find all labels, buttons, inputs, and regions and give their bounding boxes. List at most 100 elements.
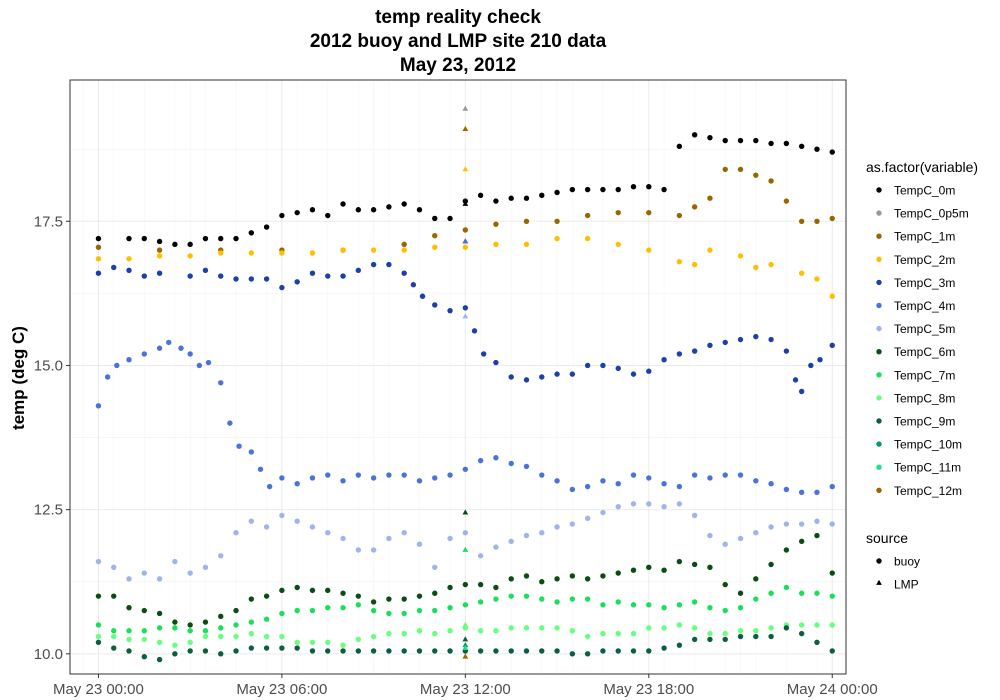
point-buoy-TempC_4m: [493, 455, 499, 461]
point-buoy-TempC_8m: [187, 639, 193, 645]
point-buoy-TempC_9m: [401, 648, 407, 654]
point-buoy-TempC_4m: [257, 466, 264, 472]
point-buoy-TempC_2m: [829, 293, 835, 299]
point-buoy-TempC_4m: [279, 475, 285, 481]
y-tick-label: 15.0: [34, 357, 63, 374]
point-buoy-TempC_5m: [202, 564, 209, 571]
point-buoy-TempC_9m: [95, 639, 102, 645]
point-buoy-TempC_7m: [294, 607, 300, 614]
point-buoy-TempC_6m: [370, 599, 377, 605]
point-buoy-TempC_7m: [432, 607, 438, 614]
point-buoy-TempC_8m: [248, 630, 255, 637]
point-buoy-TempC_7m: [370, 607, 377, 614]
point-buoy-TempC_1m: [829, 215, 835, 222]
point-buoy-TempC_5m: [508, 538, 514, 545]
point-buoy-TempC_2m: [95, 256, 102, 262]
point-buoy-TempC_2m: [814, 276, 820, 282]
point-buoy-TempC_8m: [447, 628, 453, 634]
legend-label-TempC_2m: TempC_2m: [894, 253, 955, 267]
point-buoy-TempC_4m: [691, 472, 698, 478]
point-buoy-TempC_4m: [630, 472, 637, 478]
point-buoy-TempC_0m: [737, 137, 744, 144]
point-buoy-TempC_9m: [279, 645, 285, 651]
point-buoy-TempC_5m: [737, 535, 744, 542]
point-buoy-TempC_6m: [554, 576, 560, 582]
point-buoy-TempC_6m: [432, 590, 438, 596]
point-buoy-TempC_9m: [432, 648, 438, 654]
point-buoy-TempC_9m: [554, 648, 560, 654]
legend-label-TempC_0m: TempC_0m: [894, 184, 955, 198]
legend-key-TempC_0m: [876, 187, 882, 193]
point-buoy-TempC_2m: [279, 250, 285, 256]
point-buoy-TempC_4m: [646, 475, 652, 481]
point-buoy-TempC_8m: [340, 642, 346, 648]
point-buoy-TempC_8m: [126, 636, 132, 643]
point-buoy-TempC_8m: [141, 636, 147, 643]
point-buoy-TempC_7m: [172, 625, 178, 631]
point-buoy-TempC_8m: [432, 630, 438, 637]
point-buoy-TempC_7m: [523, 593, 530, 599]
point-buoy-TempC_8m: [218, 633, 224, 640]
point-buoy-TempC_8m: [493, 628, 499, 634]
point-buoy-TempC_5m: [600, 509, 606, 516]
point-buoy-TempC_1m: [615, 209, 621, 216]
point-buoy-TempC_6m: [783, 547, 790, 553]
point-buoy-TempC_6m: [263, 593, 270, 599]
point-buoy-TempC_9m: [263, 645, 270, 651]
point-lmp-TempC_11m: [462, 644, 469, 650]
point-buoy-TempC_5m: [569, 521, 576, 527]
point-buoy-TempC_3m: [722, 339, 728, 346]
point-buoy-TempC_0m: [493, 198, 499, 204]
point-buoy-TempC_4m: [829, 483, 835, 490]
point-buoy-TempC_5m: [187, 570, 193, 576]
point-buoy-TempC_7m: [661, 604, 667, 611]
point-lmp-TempC_8m: [462, 621, 469, 627]
point-buoy-TempC_3m: [691, 348, 698, 354]
point-buoy-TempC_7m: [646, 602, 652, 608]
point-buoy-TempC_9m: [676, 642, 683, 648]
point-buoy-TempC_8m: [646, 625, 652, 631]
legend-key-TempC_3m: [876, 279, 882, 286]
point-buoy-TempC_3m: [471, 328, 478, 334]
point-buoy-TempC_2m: [554, 235, 560, 242]
point-buoy-TempC_7m: [676, 602, 683, 608]
point-buoy-TempC_4m: [218, 380, 224, 386]
point-buoy-TempC_2m: [768, 261, 774, 268]
point-buoy-TempC_3m: [218, 273, 224, 279]
point-buoy-TempC_0m: [539, 192, 545, 199]
point-buoy-TempC_2m: [340, 247, 346, 253]
point-buoy-TempC_5m: [691, 512, 698, 519]
point-buoy-TempC_8m: [202, 633, 209, 640]
point-buoy-TempC_9m: [829, 648, 835, 654]
point-buoy-TempC_7m: [95, 622, 102, 628]
point-buoy-TempC_5m: [630, 501, 637, 507]
point-buoy-TempC_6m: [172, 619, 178, 625]
point-buoy-TempC_7m: [340, 604, 346, 611]
point-buoy-TempC_5m: [814, 518, 820, 524]
point-buoy-TempC_4m: [508, 460, 514, 467]
point-buoy-TempC_1m: [493, 221, 499, 227]
point-buoy-TempC_4m: [447, 472, 453, 478]
point-buoy-TempC_1m: [156, 247, 163, 253]
point-buoy-TempC_9m: [646, 648, 652, 654]
legend-key-TempC_1m: [876, 233, 882, 239]
point-buoy-TempC_8m: [814, 622, 820, 628]
point-buoy-TempC_5m: [294, 518, 300, 524]
point-buoy-TempC_3m: [480, 351, 487, 357]
point-buoy-TempC_6m: [600, 573, 606, 579]
point-buoy-TempC_9m: [691, 636, 698, 643]
point-buoy-TempC_4m: [783, 486, 790, 493]
point-buoy-TempC_2m: [737, 253, 744, 259]
legend: as.factor(variable) TempC_0m TempC_0p5m Te…: [866, 159, 978, 592]
point-lmp-TempC_9m: [462, 636, 469, 642]
point-buoy-TempC_3m: [539, 374, 545, 380]
point-buoy-TempC_4m: [114, 362, 120, 369]
x-tick-label: May 23 06:00: [236, 681, 327, 698]
legend-label-TempC_1m: TempC_1m: [894, 230, 955, 244]
data-points: [95, 105, 835, 663]
point-buoy-TempC_4m: [584, 483, 591, 490]
point-buoy-TempC_7m: [141, 628, 147, 634]
point-buoy-TempC_0m: [768, 140, 774, 147]
plot-panel-border: [69, 79, 847, 675]
point-buoy-TempC_0m: [753, 137, 759, 144]
